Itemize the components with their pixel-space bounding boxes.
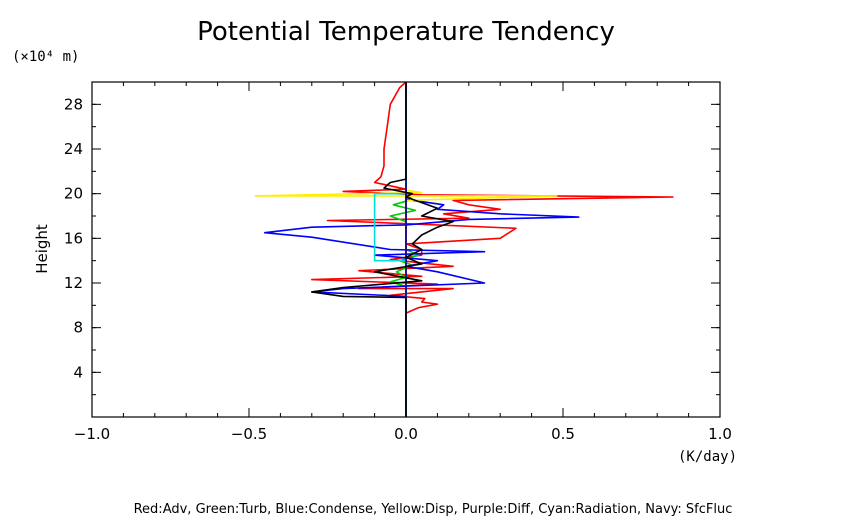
y-tick-label: 4: [73, 363, 83, 381]
series-line-condense: [263, 82, 580, 417]
y-tick-label: 12: [64, 274, 83, 292]
x-tick-label: 1.0: [708, 425, 732, 443]
series-line-turb: [389, 82, 420, 417]
x-tick-label: −0.5: [231, 425, 267, 443]
x-tick-label: 0.5: [551, 425, 575, 443]
x-tick-label: 0.0: [394, 425, 418, 443]
y-tick-label: 28: [64, 95, 83, 113]
y-tick-label: 24: [64, 140, 83, 158]
series-line-total: [311, 82, 454, 417]
plot-series: [254, 81, 674, 417]
x-tick-label: −1.0: [74, 425, 110, 443]
series-line-adv: [311, 81, 674, 417]
y-axis-label: Height: [33, 224, 51, 274]
plot-axes: [91, 81, 721, 418]
tick-labels: −1.0 −0.5 0.0 0.5 1.0 4 8 12 16 20 24 28: [64, 95, 732, 443]
y-tick-label: 16: [64, 229, 83, 247]
x-unit-label: (K/day): [678, 449, 737, 465]
chart-title: Potential Temperature Tendency: [197, 17, 615, 47]
y-tick-label: 8: [73, 319, 83, 337]
y-unit-label: (×10⁴ m): [12, 49, 79, 65]
y-tick-label: 20: [64, 185, 83, 203]
legend-text: Red:Adv, Green:Turb, Blue:Condense, Yell…: [134, 502, 733, 517]
